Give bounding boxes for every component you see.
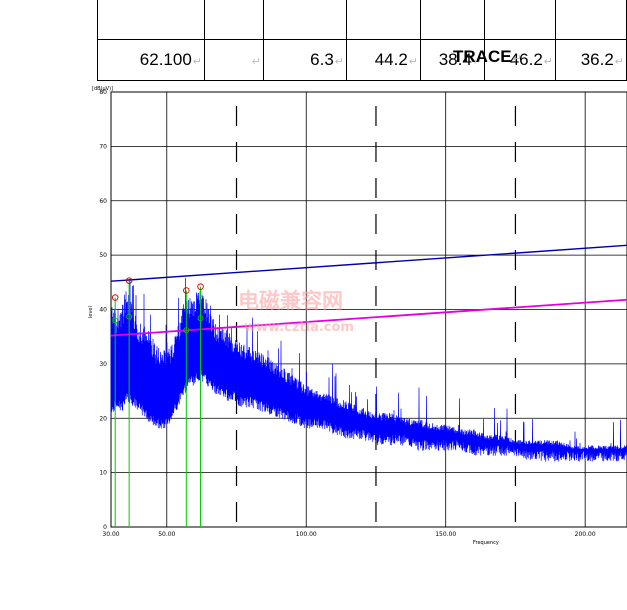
table-row: 62.100↵ ↵ 6.3↵ 44.2↵ 38.4↵ 46.2↵ 36.2↵ <box>97 39 627 81</box>
marker-avg <box>183 327 190 334</box>
chart-markers <box>111 277 204 527</box>
y-tick-label: 20 <box>99 415 107 422</box>
x-tick-label: 150.00 <box>435 531 456 538</box>
marker-avg <box>197 315 204 322</box>
x-tick-label: 200.00 <box>575 531 596 538</box>
x-axis-label: Frequency <box>473 540 499 546</box>
x-tick-label: 100.00 <box>296 531 317 538</box>
chart-trace <box>110 277 627 462</box>
y-tick-label: 70 <box>99 143 107 150</box>
y-tick-label: 40 <box>99 307 107 314</box>
table-cell-value-5: 38.4↵ <box>420 39 485 81</box>
y-axis-side-label: level <box>88 306 94 318</box>
y-axis-label: [dB(μV)] <box>92 86 113 92</box>
x-tick-label: 50.00 <box>158 531 175 538</box>
marker-peak <box>183 287 190 294</box>
chart-limit-lines <box>110 244 627 337</box>
watermark-line2: www.cztia.com <box>244 320 354 335</box>
table-cell-value-6: 46.2↵ <box>484 39 556 81</box>
chart-ticks: 0 10 20 30 40 50 60 70 80 30.00 50.00 100.00 150.00 2… <box>99 89 595 538</box>
x-tick-label: 30.00 <box>102 531 119 538</box>
table-cell-empty: ↵ <box>204 39 264 81</box>
upper-limit-line <box>110 244 627 282</box>
table-cell-value-7: 36.2↵ <box>555 39 627 81</box>
y-tick-label: 60 <box>99 198 107 205</box>
measurement-table: 62.100↵ ↵ 6.3↵ 44.2↵ 38.4↵ 46.2↵ 36.2↵ <box>97 0 627 81</box>
lower-limit-line <box>110 298 627 337</box>
table-cell-value-3: 6.3↵ <box>263 39 347 81</box>
y-tick-label: 10 <box>99 470 107 477</box>
marker-peak <box>125 277 133 284</box>
marker-avg <box>112 317 119 324</box>
y-tick-label: 30 <box>99 361 107 368</box>
trace-line <box>110 277 627 462</box>
marker-peak <box>197 283 204 290</box>
marker-avg <box>126 313 133 320</box>
y-tick-label: 0 <box>103 524 107 531</box>
marker-peak <box>111 294 119 301</box>
y-tick-label: 80 <box>99 89 107 96</box>
trace-title: TRACE↵ <box>453 47 522 66</box>
y-tick-label: 50 <box>99 252 107 259</box>
table-cell-frequency: 62.100↵ <box>97 39 205 81</box>
watermark-line1: 电磁兼容网 <box>238 289 343 313</box>
